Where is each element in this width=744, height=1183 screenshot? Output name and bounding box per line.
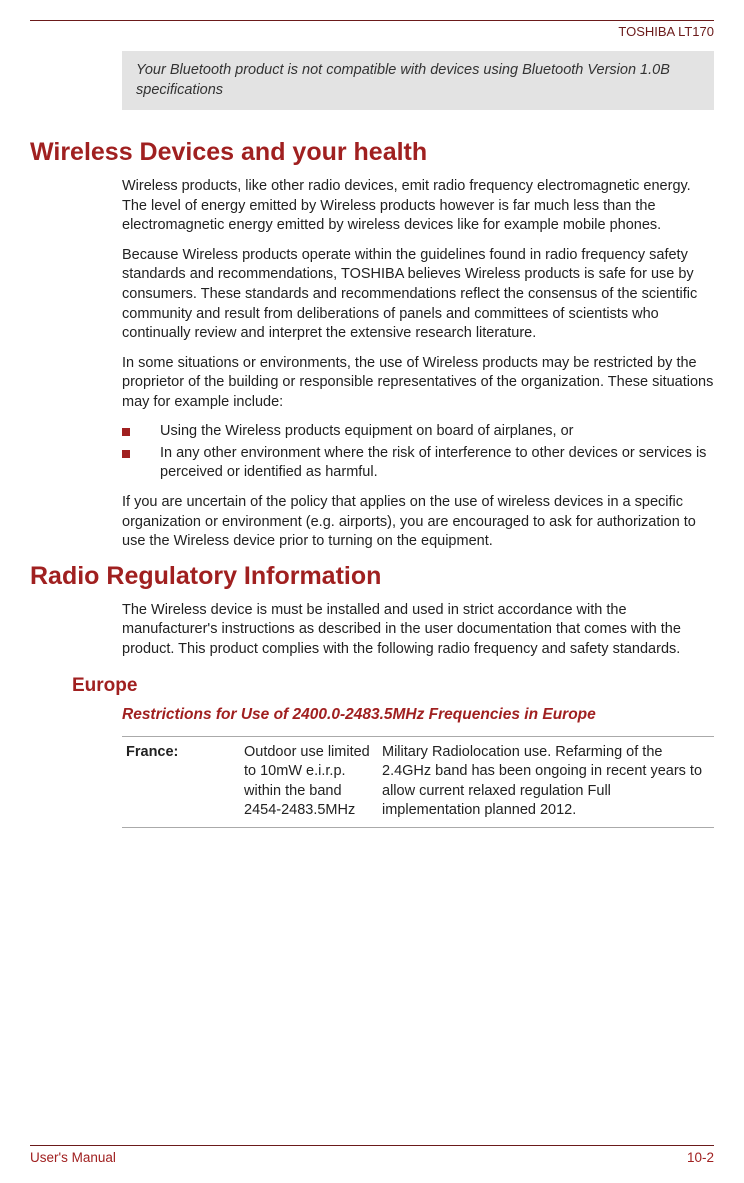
page-footer: User's Manual 10-2 xyxy=(30,1145,714,1165)
section-heading-wireless-health: Wireless Devices and your health xyxy=(30,138,714,167)
body-paragraph: Wireless products, like other radio devi… xyxy=(122,177,714,236)
table-cell-description: Military Radiolocation use. Refarming of… xyxy=(378,736,714,827)
subsubsection-heading-restrictions: Restrictions for Use of 2400.0-2483.5MHz… xyxy=(122,705,714,725)
header-product: TOSHIBA LT170 xyxy=(30,24,714,39)
bullet-list: Using the Wireless products equipment on… xyxy=(122,422,714,483)
list-item: In any other environment where the risk … xyxy=(122,444,714,483)
body-paragraph: Because Wireless products operate within… xyxy=(122,246,714,344)
footer-page-number: 10-2 xyxy=(687,1150,714,1165)
table-row: France: Outdoor use limited to 10mW e.i.… xyxy=(122,736,714,827)
restrictions-table: France: Outdoor use limited to 10mW e.i.… xyxy=(122,736,714,828)
footer-left: User's Manual xyxy=(30,1150,116,1165)
table-cell-limit: Outdoor use limited to 10mW e.i.r.p. wit… xyxy=(240,736,378,827)
list-item: Using the Wireless products equipment on… xyxy=(122,422,714,442)
body-paragraph: If you are uncertain of the policy that … xyxy=(122,493,714,552)
section-heading-radio-regulatory: Radio Regulatory Information xyxy=(30,562,714,591)
subsection-heading-europe: Europe xyxy=(72,675,714,697)
bluetooth-note: Your Bluetooth product is not compatible… xyxy=(122,51,714,110)
header-rule xyxy=(30,20,714,21)
table-cell-country: France: xyxy=(122,736,240,827)
body-paragraph: The Wireless device is must be installed… xyxy=(122,601,714,660)
body-paragraph: In some situations or environments, the … xyxy=(122,354,714,413)
